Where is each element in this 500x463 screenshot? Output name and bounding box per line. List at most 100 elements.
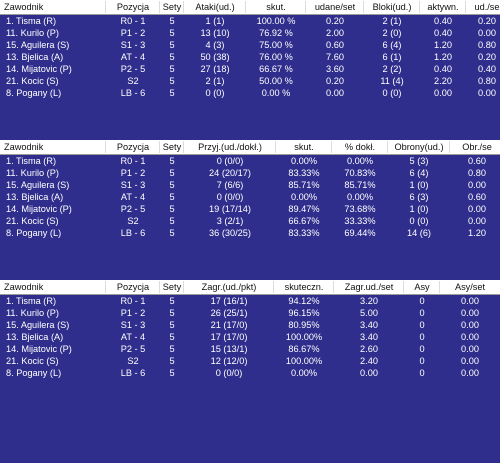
table-cell: 5 (3) <box>409 156 429 166</box>
table-cell: 21. Kocic (S) <box>6 356 59 366</box>
column-header-pozycja[interactable]: Pozycja <box>116 2 150 12</box>
column-header-obr-se[interactable]: Obr./se <box>462 142 492 152</box>
stats-table-3: Zawodnik Pozycja Sety Zagr.(ud./pkt) skutecz… <box>0 280 500 379</box>
column-divider[interactable] <box>275 141 276 153</box>
table-cell: 11. Kurilo (P) <box>6 168 59 178</box>
column-header-bloki-ud[interactable]: Bloki(ud.) <box>372 2 412 12</box>
column-divider[interactable] <box>105 141 106 153</box>
column-divider[interactable] <box>403 281 404 293</box>
table-cell: 83.33% <box>288 228 320 238</box>
table-row[interactable]: 11. Kurilo (P) P1 - 2 5 24 (20/17) 83.33% 70.… <box>0 167 500 179</box>
table-cell: 6 (3) <box>409 192 429 202</box>
table-cell: 0.40 <box>434 64 452 74</box>
table-cell: 0.00% <box>346 192 374 202</box>
column-header-pozycja[interactable]: Pozycja <box>116 282 150 292</box>
table-cell: 0.00 <box>461 332 479 342</box>
table-cell: 0 <box>419 308 425 318</box>
column-divider[interactable] <box>183 1 184 13</box>
table-cell: 89.47% <box>288 204 320 214</box>
column-header-asy[interactable]: Asy <box>414 282 430 292</box>
table-row[interactable]: 13. Bjelica (A) AT - 4 5 50 (38) 76.00 % 7.60… <box>0 51 500 63</box>
column-divider[interactable] <box>465 1 466 13</box>
table-row[interactable]: 1. Tisma (R) R0 - 1 5 1 (1) 100.00 % 0.20 2 (1… <box>0 15 500 27</box>
column-divider[interactable] <box>159 281 160 293</box>
stats-table-1: Zawodnik Pozycja Sety Ataki(ud.) skut. udane/… <box>0 0 500 99</box>
table-row[interactable]: 14. Mijatovic (P) P2 - 5 5 15 (13/1) 86.67% 2… <box>0 343 500 355</box>
column-header-ud-se[interactable]: ud./se <box>474 2 500 12</box>
column-header-skut[interactable]: skut. <box>266 2 286 12</box>
column-divider[interactable] <box>183 141 184 153</box>
column-header-zagr-ud-set[interactable]: Zagr.ud./set <box>344 282 394 292</box>
column-divider[interactable] <box>305 1 306 13</box>
table-cell: 0.60 <box>326 40 344 50</box>
column-divider[interactable] <box>387 141 388 153</box>
table-cell: 0 <box>419 296 425 306</box>
column-header-obrony-ud[interactable]: Obrony(ud.) <box>394 142 444 152</box>
table-cell: AT - 4 <box>120 52 146 62</box>
table-cell: 1 (0) <box>409 204 429 214</box>
column-header-zawodnik[interactable]: Zawodnik <box>4 142 44 152</box>
column-divider[interactable] <box>105 1 106 13</box>
table-row[interactable]: 15. Aguilera (S) S1 - 3 5 21 (17/0) 80.95% 3.… <box>0 319 500 331</box>
table-row[interactable]: 8. Pogany (L) LB - 6 5 0 (0/0) 0.00% 0.00 0 0.0… <box>0 367 500 379</box>
column-header-pozycja[interactable]: Pozycja <box>116 142 150 152</box>
table-cell: 100.00% <box>285 332 323 342</box>
table-cell: 50 (38) <box>200 52 230 62</box>
table-row[interactable]: 1. Tisma (R) R0 - 1 5 0 (0/0) 0.00% 0.00% 5 (3… <box>0 155 500 167</box>
table-row[interactable]: 21. Kocic (S) S2 5 2 (1) 50.00 % 0.20 11 (4) 2.… <box>0 75 500 87</box>
table-row[interactable]: 11. Kurilo (P) P1 - 2 5 13 (10) 76.92 % 2.00 2… <box>0 27 500 39</box>
table-cell: 14 (6) <box>406 228 431 238</box>
table-cell: S1 - 3 <box>120 40 146 50</box>
column-divider[interactable] <box>333 281 334 293</box>
table-cell: 0.00 <box>478 28 496 38</box>
column-header-skut[interactable]: skut. <box>294 142 314 152</box>
column-header-dok[interactable]: % dokł. <box>344 142 376 152</box>
table-row[interactable]: 15. Aguilera (S) S1 - 3 5 7 (6/6) 85.71% 85.7… <box>0 179 500 191</box>
column-divider[interactable] <box>363 1 364 13</box>
column-header-zawodnik[interactable]: Zawodnik <box>4 2 44 12</box>
table-row[interactable]: 15. Aguilera (S) S1 - 3 5 4 (3) 75.00 % 0.60 6… <box>0 39 500 51</box>
column-divider[interactable] <box>419 1 420 13</box>
table-row[interactable]: 8. Pogany (L) LB - 6 5 0 (0) 0.00 % 0.00 0 (0)… <box>0 87 500 99</box>
table-cell: 1. Tisma (R) <box>6 296 57 306</box>
table-row[interactable]: 21. Kocic (S) S2 5 3 (2/1) 66.67% 33.33% 0 (0)… <box>0 215 500 227</box>
column-divider[interactable] <box>439 281 440 293</box>
column-divider[interactable] <box>331 141 332 153</box>
column-header-zagr-ud-pkt[interactable]: Zagr.(ud./pkt) <box>201 282 257 292</box>
table-row[interactable]: 11. Kurilo (P) P1 - 2 5 26 (25/1) 96.15% 5.00… <box>0 307 500 319</box>
table-cell: 0.20 <box>326 76 344 86</box>
column-divider[interactable] <box>273 281 274 293</box>
column-header-zawodnik[interactable]: Zawodnik <box>4 282 44 292</box>
column-header-aktywn[interactable]: aktywn. <box>427 2 459 12</box>
column-header-asy-set[interactable]: Asy/set <box>454 282 486 292</box>
column-divider[interactable] <box>449 141 450 153</box>
table-row[interactable]: 1. Tisma (R) R0 - 1 5 17 (16/1) 94.12% 3.20 0 0… <box>0 295 500 307</box>
column-divider[interactable] <box>159 141 160 153</box>
table-cell: 0.20 <box>326 16 344 26</box>
table-cell: 8. Pogany (L) <box>6 88 62 98</box>
table-row[interactable]: 13. Bjelica (A) AT - 4 5 17 (17/0) 100.00% 3.… <box>0 331 500 343</box>
column-header-ataki-ud[interactable]: Ataki(ud.) <box>195 2 235 12</box>
table-cell: 6 (4) <box>382 40 402 50</box>
table-row[interactable]: 13. Bjelica (A) AT - 4 5 0 (0/0) 0.00% 0.00% 6… <box>0 191 500 203</box>
table-cell: 11 (4) <box>380 76 404 86</box>
column-divider[interactable] <box>159 1 160 13</box>
table-cell: 2.40 <box>360 356 378 366</box>
column-divider[interactable] <box>105 281 106 293</box>
table-row[interactable]: 14. Mijatovic (P) P2 - 5 5 27 (18) 66.67 % 3.… <box>0 63 500 75</box>
table-row[interactable]: 14. Mijatovic (P) P2 - 5 5 19 (17/14) 89.47%… <box>0 203 500 215</box>
column-header-sety[interactable]: Sety <box>162 142 182 152</box>
column-divider[interactable] <box>183 281 184 293</box>
table-cell: R0 - 1 <box>120 156 146 166</box>
column-header-sety[interactable]: Sety <box>162 282 182 292</box>
column-header-przyj-ud-dok[interactable]: Przyj.(ud./dokł.) <box>198 142 262 152</box>
column-header-udane-set[interactable]: udane/set <box>314 2 356 12</box>
table-cell: 69.44% <box>344 228 376 238</box>
table-row[interactable]: 21. Kocic (S) S2 5 12 (12/0) 100.00% 2.40 0 0.0… <box>0 355 500 367</box>
table-cell: 21. Kocic (S) <box>6 76 59 86</box>
column-divider[interactable] <box>245 1 246 13</box>
table-cell: P2 - 5 <box>120 64 146 74</box>
column-header-sety[interactable]: Sety <box>162 2 182 12</box>
column-header-skuteczn[interactable]: skuteczn. <box>284 282 324 292</box>
table-row[interactable]: 8. Pogany (L) LB - 6 5 36 (30/25) 83.33% 69.4… <box>0 227 500 239</box>
